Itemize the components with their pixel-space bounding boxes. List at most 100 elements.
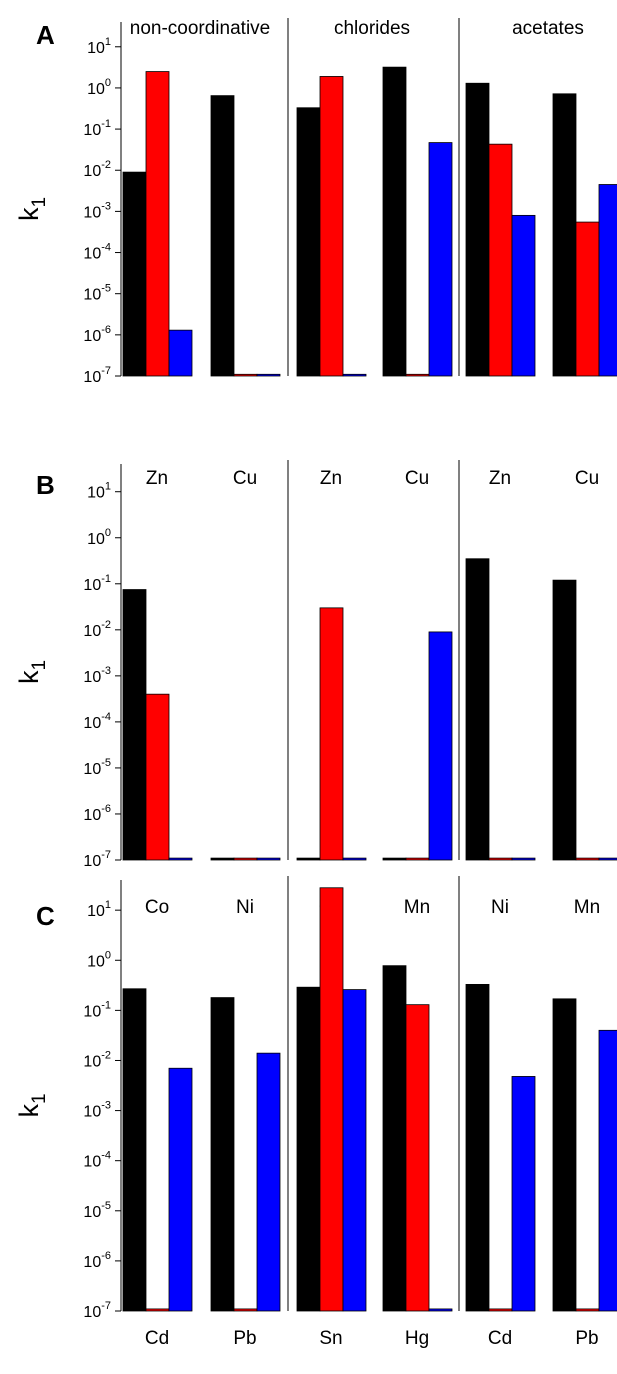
y-tick-label-base: 10 bbox=[83, 853, 101, 870]
y-tick-label-base: 10 bbox=[83, 369, 101, 386]
y-tick-label: 100 bbox=[87, 949, 111, 970]
bar bbox=[465, 558, 490, 861]
group-bottom-label: Pb bbox=[575, 1328, 598, 1349]
bar bbox=[511, 1076, 536, 1312]
y-tick-label-base: 10 bbox=[83, 287, 101, 304]
y-tick-label-exponent: -2 bbox=[101, 159, 111, 171]
bar bbox=[210, 95, 235, 377]
bar bbox=[168, 329, 193, 377]
y-tick-label: 10-5 bbox=[83, 283, 111, 304]
y-tick-label-base: 10 bbox=[83, 1104, 101, 1121]
chart-panel-A: Ak110-710-610-510-410-310-210-1100101non… bbox=[14, 18, 617, 386]
bar bbox=[168, 1067, 193, 1312]
y-tick-label: 101 bbox=[87, 481, 111, 502]
y-tick-label-exponent: -7 bbox=[101, 365, 111, 377]
y-axis-label-subscript: 1 bbox=[29, 197, 50, 208]
y-tick-label-base: 10 bbox=[83, 807, 101, 824]
y-tick-label: 101 bbox=[87, 36, 111, 57]
y-tick-label-exponent: -2 bbox=[101, 1049, 111, 1061]
y-tick-label-base: 10 bbox=[83, 204, 101, 221]
y-tick-label: 101 bbox=[87, 899, 111, 920]
bar bbox=[233, 1308, 258, 1312]
bar bbox=[319, 607, 344, 861]
group-bottom-label: Cd bbox=[488, 1328, 512, 1349]
y-tick-label: 10-1 bbox=[83, 999, 111, 1020]
y-tick-label-base: 10 bbox=[83, 1003, 101, 1020]
y-tick-label: 10-2 bbox=[83, 159, 111, 180]
y-tick-label-exponent: -6 bbox=[101, 1250, 111, 1262]
bar bbox=[342, 989, 367, 1312]
y-tick-label-base: 10 bbox=[87, 40, 105, 57]
y-tick-label-base: 10 bbox=[83, 1154, 101, 1171]
y-tick-label-exponent: -5 bbox=[101, 757, 111, 769]
bar bbox=[598, 1029, 617, 1312]
y-tick-label: 10-6 bbox=[83, 803, 111, 824]
section-label: chlorides bbox=[334, 18, 410, 39]
bar bbox=[296, 986, 321, 1312]
y-tick-label-exponent: -7 bbox=[101, 849, 111, 861]
y-tick-label-exponent: -6 bbox=[101, 803, 111, 815]
bar bbox=[122, 171, 147, 377]
bar bbox=[319, 76, 344, 377]
bar bbox=[296, 107, 321, 377]
y-tick-label: 10-7 bbox=[83, 849, 111, 870]
bar bbox=[296, 857, 321, 861]
y-tick-label: 10-3 bbox=[83, 1100, 111, 1121]
y-tick-label-exponent: 1 bbox=[105, 481, 111, 493]
y-tick-label-base: 10 bbox=[83, 328, 101, 345]
group-bottom-label: Pb bbox=[233, 1328, 256, 1349]
bar bbox=[145, 693, 170, 861]
y-tick-label-base: 10 bbox=[83, 1053, 101, 1070]
bar bbox=[488, 1308, 513, 1312]
y-tick-label-exponent: -3 bbox=[101, 200, 111, 212]
bar bbox=[465, 82, 490, 377]
y-axis-label-main: k bbox=[14, 1104, 44, 1118]
y-tick-label-base: 10 bbox=[83, 669, 101, 686]
y-tick-label: 10-6 bbox=[83, 1250, 111, 1271]
y-tick-label-base: 10 bbox=[83, 715, 101, 732]
y-tick-label-base: 10 bbox=[83, 761, 101, 778]
bar bbox=[210, 857, 235, 861]
bar bbox=[342, 373, 367, 377]
bar bbox=[428, 142, 453, 377]
bar bbox=[382, 66, 407, 377]
bar bbox=[575, 1308, 600, 1312]
bar bbox=[145, 1308, 170, 1312]
bar bbox=[511, 214, 536, 377]
y-tick-label: 10-2 bbox=[83, 1049, 111, 1070]
y-tick-label: 10-1 bbox=[83, 573, 111, 594]
bar bbox=[122, 589, 147, 861]
bar bbox=[405, 857, 430, 861]
bar bbox=[511, 857, 536, 861]
y-tick-label-exponent: -5 bbox=[101, 1200, 111, 1212]
group-top-label: Zn bbox=[146, 468, 168, 489]
y-axis-label: k1 bbox=[14, 197, 50, 221]
bar bbox=[256, 1052, 281, 1312]
y-tick-label-base: 10 bbox=[83, 163, 101, 180]
bar bbox=[122, 988, 147, 1312]
group-bottom-label: Hg bbox=[405, 1328, 429, 1349]
y-tick-label: 10-7 bbox=[83, 365, 111, 386]
y-axis-label-subscript: 1 bbox=[29, 660, 50, 671]
y-tick-label-base: 10 bbox=[83, 246, 101, 263]
y-axis-label-main: k bbox=[14, 207, 44, 221]
y-tick-label-exponent: -7 bbox=[101, 1300, 111, 1312]
y-tick-label: 100 bbox=[87, 77, 111, 98]
bar bbox=[598, 184, 617, 377]
bar bbox=[256, 373, 281, 377]
y-tick-label-base: 10 bbox=[83, 122, 101, 139]
y-axis-label: k1 bbox=[14, 660, 50, 684]
y-tick-label: 10-4 bbox=[83, 242, 111, 263]
group-top-label: Cu bbox=[233, 468, 257, 489]
y-tick-label-exponent: 0 bbox=[105, 949, 111, 961]
group-top-label: Cu bbox=[575, 468, 599, 489]
y-tick-label-exponent: -4 bbox=[101, 711, 111, 723]
y-axis-label-subscript: 1 bbox=[29, 1093, 50, 1104]
bar bbox=[233, 373, 258, 377]
y-tick-label: 10-5 bbox=[83, 757, 111, 778]
bar bbox=[428, 631, 453, 861]
bar bbox=[428, 1308, 453, 1312]
